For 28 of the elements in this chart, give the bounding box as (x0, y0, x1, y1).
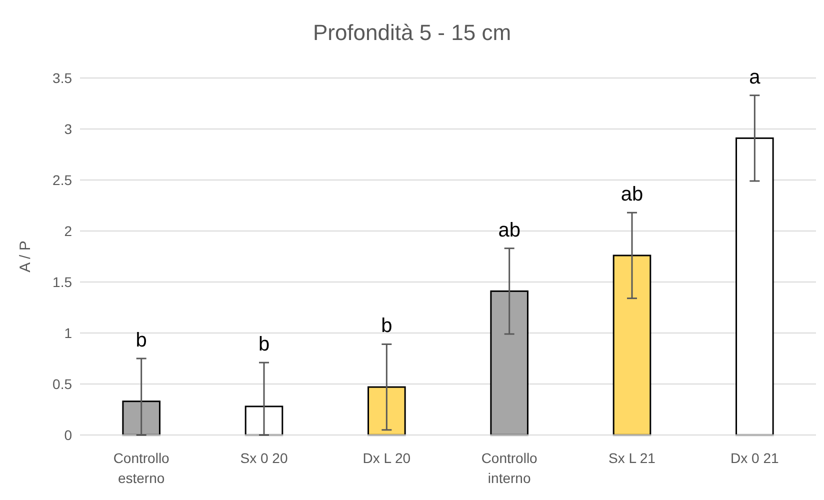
y-tick-label: 3.5 (52, 70, 72, 86)
y-tick-label: 1.5 (52, 274, 72, 290)
x-tick-label: Dx 0 21 (730, 450, 780, 466)
y-tick-label: 0.5 (52, 376, 72, 392)
x-tick-label: Controllo esterno (113, 450, 170, 486)
chart-title: Profondità 5 - 15 cm (312, 20, 512, 45)
bar (368, 386, 406, 436)
bar (736, 137, 774, 436)
bar (490, 290, 528, 436)
annotation: ab (620, 184, 644, 206)
annotation: ab (498, 219, 520, 242)
x-tick-label: Controllo interno (481, 450, 538, 486)
x-tick-label: Sx 0 20 (240, 450, 288, 466)
y-tick-label: 2.5 (52, 172, 72, 188)
annotation: b (381, 315, 392, 338)
y-tick-label: 2 (64, 222, 72, 239)
bar (244, 406, 284, 436)
bar (612, 254, 652, 436)
x-tick-label: Dx L 20 (362, 450, 411, 466)
x-tick-label: Sx L 21 (608, 450, 656, 466)
y-tick-label: 1 (64, 324, 72, 341)
bar (122, 400, 160, 436)
y-tick-label: 0 (64, 426, 72, 443)
annotation: b (258, 334, 270, 356)
annotation: b (136, 330, 147, 352)
annotation: a (749, 66, 762, 88)
y-axis-title: A / P (17, 240, 34, 272)
y-tick-label: 3 (64, 120, 72, 137)
